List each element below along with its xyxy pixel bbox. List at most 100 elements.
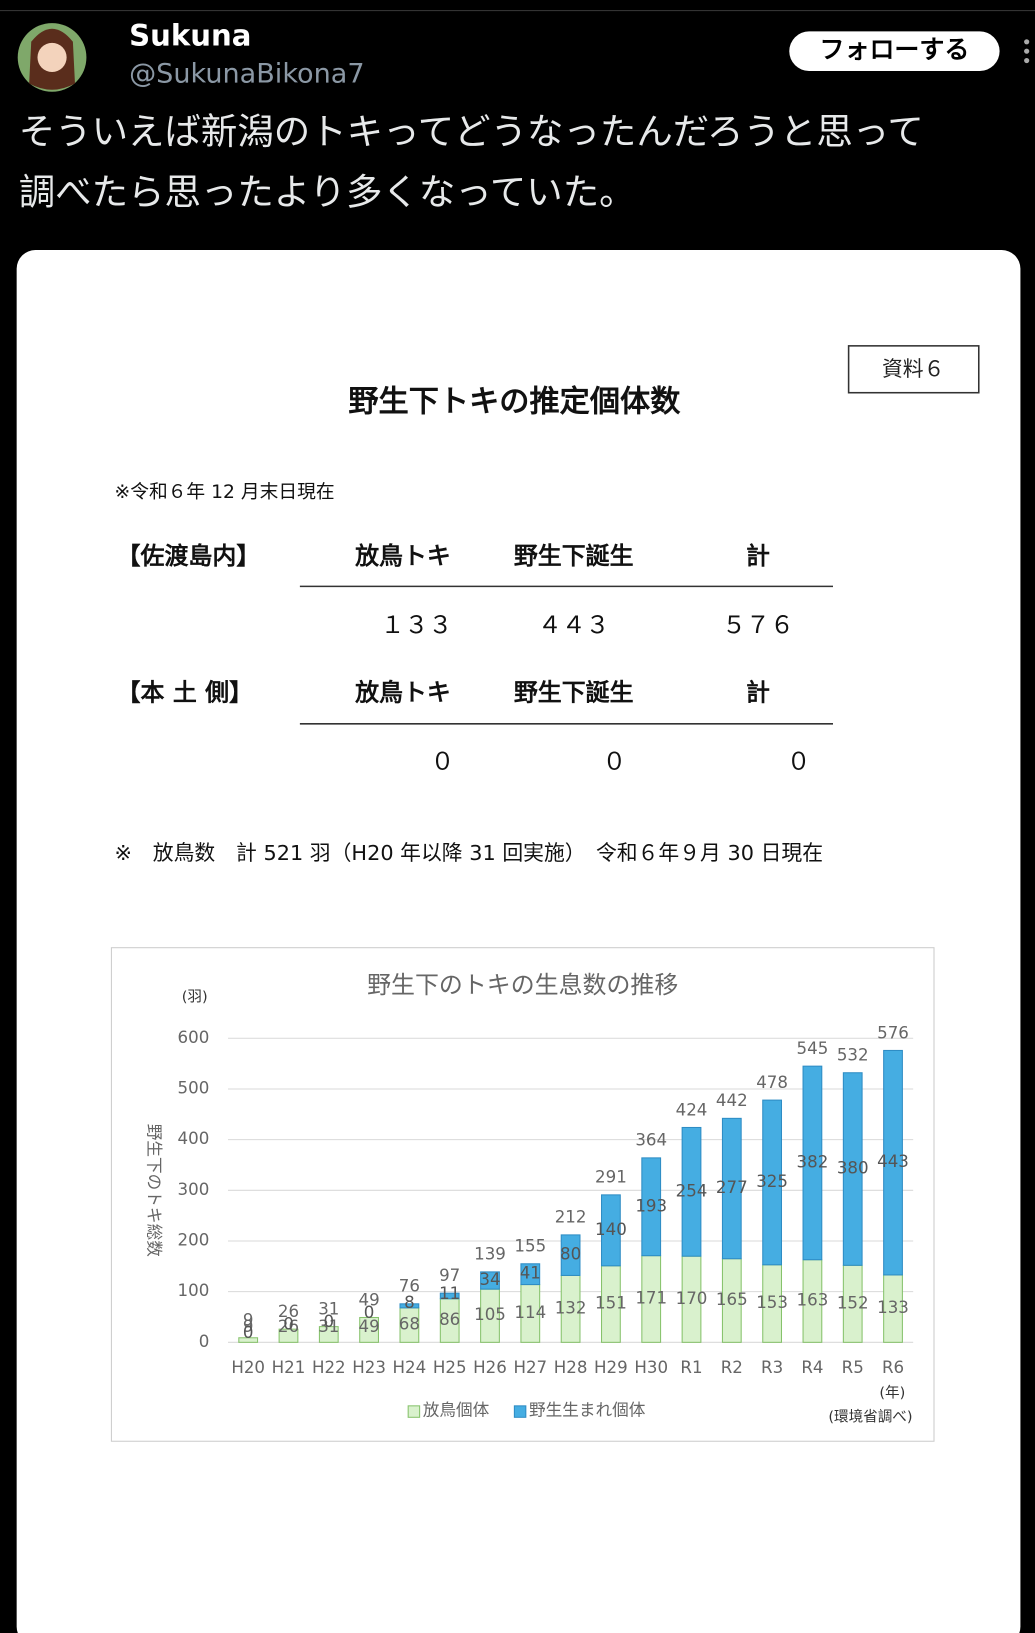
legend-swatch bbox=[407, 1405, 421, 1418]
tweet-text: 調べたら思ったより多くなっていた。 bbox=[19, 170, 636, 213]
x-tick-label: H30 bbox=[634, 1358, 668, 1377]
total-label: 291 bbox=[595, 1168, 627, 1187]
total-label: 478 bbox=[756, 1073, 788, 1092]
data-label: 163 bbox=[797, 1291, 829, 1310]
x-tick-label: H28 bbox=[554, 1358, 588, 1377]
total-label: 26 bbox=[278, 1302, 299, 1321]
y-unit: (羽) bbox=[182, 989, 208, 1006]
data-label: 86 bbox=[439, 1310, 460, 1329]
x-tick-label: H23 bbox=[352, 1358, 386, 1377]
column-header: 野生下誕生 bbox=[514, 679, 634, 707]
x-tick-label: R4 bbox=[801, 1358, 823, 1377]
total-label: 31 bbox=[318, 1299, 339, 1318]
column-header: 放鳥トキ bbox=[354, 679, 451, 707]
data-label: 0 bbox=[364, 1303, 375, 1322]
column-header: 計 bbox=[746, 679, 770, 707]
data-label: 34 bbox=[479, 1270, 500, 1289]
user-name: Sukuna bbox=[129, 19, 251, 53]
total-label: 545 bbox=[797, 1039, 829, 1058]
cell-value: ０ bbox=[787, 747, 811, 775]
bar-segment bbox=[721, 1117, 742, 1260]
data-label: 133 bbox=[877, 1298, 909, 1317]
chart-frame bbox=[110, 947, 935, 1442]
bar-segment bbox=[681, 1126, 702, 1257]
follow-label: フォローする bbox=[820, 35, 970, 64]
x-tick-label: H22 bbox=[312, 1358, 346, 1377]
chart-title: 野生下のトキの生息数の推移 bbox=[367, 971, 678, 999]
cell-value: ４４３ bbox=[538, 611, 610, 639]
data-label: 31 bbox=[318, 1317, 339, 1336]
bar-segment bbox=[560, 1234, 581, 1276]
y-tick-label: 600 bbox=[178, 1028, 210, 1047]
menu-dot[interactable] bbox=[1024, 48, 1030, 54]
avatar-face bbox=[37, 42, 67, 73]
data-label: 41 bbox=[520, 1264, 541, 1283]
data-label: 105 bbox=[474, 1305, 506, 1324]
x-tick-label: H24 bbox=[393, 1358, 427, 1377]
cell-value: ０ bbox=[602, 747, 626, 775]
data-label: 170 bbox=[676, 1289, 708, 1308]
menu-dot[interactable] bbox=[1024, 39, 1030, 45]
x-tick-label: H29 bbox=[594, 1358, 628, 1377]
tweet-text: そういえば新潟のトキってどうなったんだろうと思って bbox=[19, 110, 924, 153]
total-label: 49 bbox=[358, 1290, 379, 1309]
menu-dot[interactable] bbox=[1024, 57, 1030, 64]
data-label: 26 bbox=[278, 1317, 299, 1336]
legend-swatch bbox=[513, 1405, 527, 1418]
badge: 資料６ bbox=[882, 357, 944, 381]
follow-button[interactable] bbox=[789, 31, 1000, 71]
bar-segment bbox=[601, 1194, 621, 1267]
data-label: 193 bbox=[635, 1196, 667, 1215]
total-label: 442 bbox=[716, 1091, 748, 1110]
legend-label: 野生生まれ個体 bbox=[529, 1401, 646, 1420]
bar-segment bbox=[399, 1303, 420, 1309]
bar-segment bbox=[842, 1072, 863, 1266]
y-tick-label: 100 bbox=[178, 1281, 210, 1300]
user-handle: @SukunaBikona7 bbox=[129, 59, 364, 90]
data-label: 0 bbox=[323, 1312, 334, 1331]
total-label: 76 bbox=[399, 1277, 420, 1296]
data-label: 277 bbox=[716, 1178, 748, 1197]
data-label: 0 bbox=[283, 1314, 294, 1333]
column-header: 計 bbox=[746, 542, 770, 570]
total-label: 532 bbox=[837, 1046, 869, 1065]
column-header: 放鳥トキ bbox=[354, 542, 451, 570]
x-tick-label: H25 bbox=[433, 1358, 467, 1377]
y-tick-label: 0 bbox=[199, 1332, 210, 1351]
total-label: 9 bbox=[243, 1311, 254, 1330]
bar-segment bbox=[439, 1292, 460, 1300]
data-label: 49 bbox=[358, 1317, 379, 1336]
bar-segment bbox=[641, 1157, 662, 1257]
data-label: 140 bbox=[595, 1220, 627, 1239]
data-label: 165 bbox=[716, 1290, 748, 1309]
x-tick-label: R6 bbox=[882, 1358, 904, 1377]
column-header: 野生下誕生 bbox=[514, 542, 634, 570]
bar-segment bbox=[802, 1065, 823, 1261]
x-tick-label: H27 bbox=[513, 1358, 547, 1377]
section-label: 【本 土 側】 bbox=[117, 679, 253, 707]
data-label: 11 bbox=[439, 1284, 460, 1303]
data-label: 114 bbox=[514, 1303, 546, 1322]
total-label: 155 bbox=[514, 1237, 546, 1256]
doc-title: 野生下トキの推定個体数 bbox=[348, 385, 681, 420]
x-tick-label: H20 bbox=[231, 1358, 265, 1377]
total-label: 212 bbox=[555, 1208, 587, 1227]
legend-label: 放鳥個体 bbox=[423, 1401, 490, 1420]
data-label: 171 bbox=[635, 1289, 667, 1308]
data-label: 254 bbox=[676, 1181, 708, 1200]
data-label: 153 bbox=[756, 1293, 788, 1312]
data-label: 80 bbox=[560, 1245, 581, 1264]
total-label: 139 bbox=[474, 1245, 506, 1264]
data-label: 132 bbox=[555, 1298, 587, 1317]
y-tick-label: 500 bbox=[178, 1078, 210, 1097]
data-label: 382 bbox=[797, 1152, 829, 1171]
bar-segment bbox=[762, 1099, 783, 1266]
total-label: 576 bbox=[877, 1023, 909, 1042]
doc-date: ※令和６年 12 月末日現在 bbox=[115, 482, 335, 503]
x-tick-label: H21 bbox=[272, 1358, 306, 1377]
doc-note: ※ 放鳥数 計 521 羽（H20 年以降 31 回実施） 令和６年９月 30 … bbox=[115, 841, 823, 865]
cell-value: １３３ bbox=[381, 611, 453, 639]
bar-segment bbox=[520, 1263, 541, 1286]
